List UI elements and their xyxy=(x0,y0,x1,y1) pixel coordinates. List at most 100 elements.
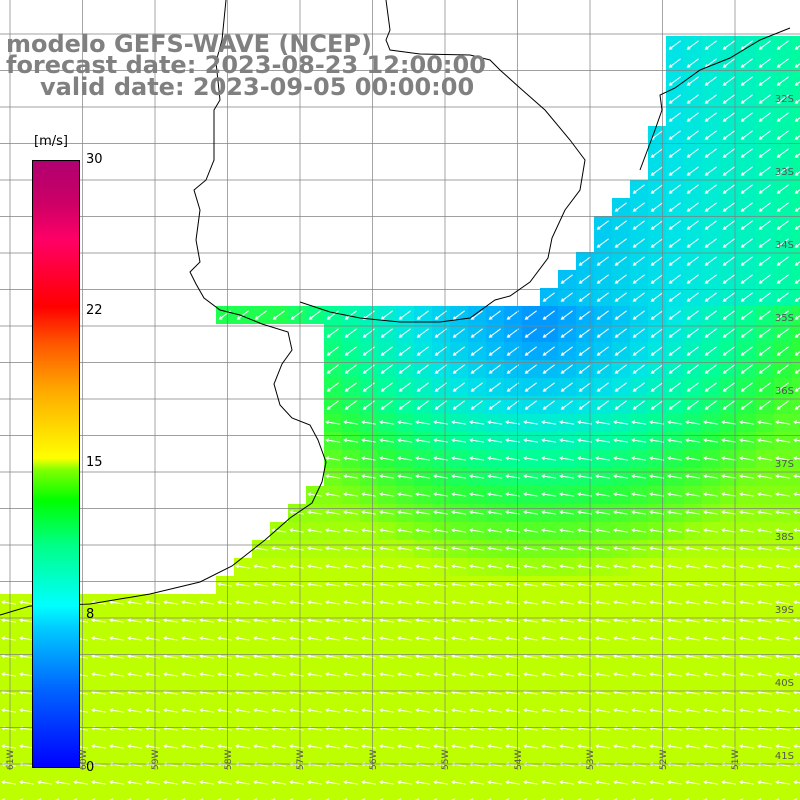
wind-speed-cell xyxy=(792,180,800,198)
wind-arrow xyxy=(559,636,574,641)
wind-arrow xyxy=(758,202,771,212)
wind-arrow xyxy=(776,346,789,356)
wind-speed-cell xyxy=(792,54,800,72)
wind-arrow xyxy=(559,708,574,713)
wind-arrow xyxy=(776,148,789,158)
wind-arrow xyxy=(596,238,609,248)
wind-arrow xyxy=(632,274,645,284)
wind-arrow xyxy=(361,600,376,605)
wind-arrow xyxy=(685,726,700,731)
wind-arrow xyxy=(722,58,735,68)
wind-arrow xyxy=(433,708,448,713)
wind-speed-cell xyxy=(144,792,162,800)
wind-arrow xyxy=(91,636,106,641)
wind-arrow xyxy=(379,510,394,515)
wind-arrow xyxy=(703,420,718,425)
wind-arrow xyxy=(649,510,664,515)
wind-arrow xyxy=(758,256,771,266)
wind-arrow xyxy=(667,510,682,515)
wind-arrow xyxy=(325,564,340,569)
wind-arrow xyxy=(614,202,627,212)
wind-speed-cell xyxy=(414,792,432,800)
wind-arrow xyxy=(721,474,736,479)
wind-arrow xyxy=(325,510,340,515)
wind-arrow xyxy=(649,636,664,641)
wind-arrow xyxy=(343,780,358,785)
wind-arrow xyxy=(379,726,394,731)
wind-arrow xyxy=(775,456,790,461)
wind-arrow xyxy=(181,780,196,785)
wind-arrow xyxy=(775,564,790,569)
wind-arrow xyxy=(559,564,574,569)
wind-arrow xyxy=(433,744,448,749)
wind-arrow xyxy=(758,130,771,140)
wind-arrow xyxy=(668,274,681,284)
wind-arrow xyxy=(668,40,681,50)
wind-arrow xyxy=(740,94,753,104)
wind-arrow xyxy=(343,492,358,497)
wind-arrow xyxy=(380,346,393,356)
wind-arrow xyxy=(343,564,358,569)
colorbar-tick: 0 xyxy=(86,760,95,775)
wind-arrow xyxy=(19,636,34,641)
wind-speed-cell xyxy=(252,792,270,800)
wind-arrow xyxy=(613,456,628,461)
wind-arrow xyxy=(776,94,789,104)
wind-arrow xyxy=(560,364,573,374)
wind-speed-cell xyxy=(792,234,800,252)
wind-arrow xyxy=(254,310,267,320)
wind-arrow xyxy=(542,292,555,302)
wind-arrow xyxy=(415,708,430,713)
wind-arrow xyxy=(686,58,699,68)
wind-arrow xyxy=(578,274,591,284)
wind-arrow xyxy=(740,310,753,320)
wind-arrow xyxy=(325,582,340,587)
wind-arrow xyxy=(794,81,800,86)
wind-arrow xyxy=(650,292,663,302)
wind-arrow xyxy=(398,364,411,374)
wind-arrow xyxy=(469,492,484,497)
wind-speed-cell xyxy=(216,792,234,800)
wind-arrow xyxy=(632,364,645,374)
wind-speed-cell xyxy=(684,792,702,800)
wind-arrow xyxy=(523,654,538,659)
wind-arrow xyxy=(703,654,718,659)
wind-arrow xyxy=(523,744,538,749)
wind-arrow xyxy=(668,202,681,212)
wind-arrow xyxy=(542,328,555,338)
wind-speed-cell xyxy=(792,324,800,342)
wind-arrow xyxy=(649,420,664,425)
wind-arrow xyxy=(704,166,717,176)
wind-arrow xyxy=(253,744,268,749)
wind-arrow xyxy=(668,292,681,302)
wind-arrow xyxy=(650,364,663,374)
wind-arrow xyxy=(703,618,718,623)
wind-arrow xyxy=(253,618,268,623)
wind-arrow xyxy=(794,243,800,248)
wind-arrow xyxy=(523,600,538,605)
wind-arrow xyxy=(451,546,466,551)
wind-arrow xyxy=(686,274,699,284)
wind-arrow xyxy=(469,672,484,677)
wind-arrow xyxy=(685,600,700,605)
wind-arrow xyxy=(794,351,800,356)
wind-arrow xyxy=(577,618,592,623)
wind-arrow xyxy=(289,780,304,785)
wind-arrow xyxy=(451,618,466,623)
wind-arrow xyxy=(344,364,357,374)
wind-arrow xyxy=(686,292,699,302)
wind-arrow xyxy=(703,546,718,551)
wind-arrow xyxy=(541,420,556,425)
wind-arrow xyxy=(740,238,753,248)
wind-arrow xyxy=(595,582,610,587)
wind-speed-cell xyxy=(792,36,800,54)
wind-arrow xyxy=(559,600,574,605)
wind-speed-cell xyxy=(792,792,800,800)
wind-arrow xyxy=(326,364,339,374)
wind-arrow xyxy=(757,510,772,515)
wind-speed-cell xyxy=(792,72,800,90)
wind-arrow xyxy=(776,58,789,68)
wind-arrow xyxy=(307,582,322,587)
wind-arrow xyxy=(739,744,754,749)
longitude-label: 58W xyxy=(223,749,234,770)
